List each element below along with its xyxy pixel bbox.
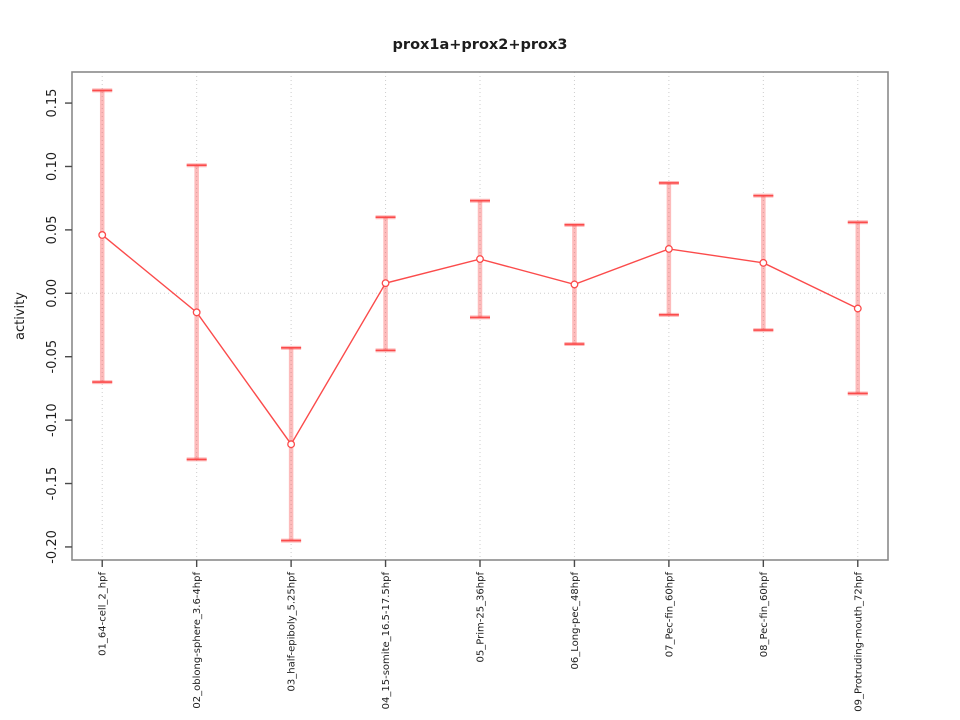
x-tick-label: 07_Pec-fin_60hpf bbox=[664, 572, 675, 658]
x-tick-label: 02_oblong-sphere_3.6-4hpf bbox=[192, 572, 203, 709]
data-point-marker bbox=[192, 308, 201, 317]
y-tick-label: -0.10 bbox=[45, 403, 60, 437]
data-point-marker bbox=[98, 231, 107, 239]
data-point-marker bbox=[570, 280, 579, 289]
x-tick-label: 05_Prim-25_36hpf bbox=[476, 572, 487, 663]
y-tick-label: 0.05 bbox=[45, 215, 60, 244]
y-tick-label: 0.00 bbox=[45, 279, 60, 308]
data-point-marker bbox=[381, 279, 390, 288]
data-point-marker bbox=[664, 244, 673, 253]
x-tick-label: 08_Pec-fin_60hpf bbox=[759, 572, 770, 658]
x-tick-label: 04_15-somite_16.5-17.5hpf bbox=[381, 572, 392, 710]
x-tick-label: 09_Protruding-mouth_72hpf bbox=[853, 572, 864, 712]
chart-title: prox1a+prox2+prox3 bbox=[393, 37, 568, 53]
y-tick-label: -0.20 bbox=[45, 530, 60, 564]
data-point-marker bbox=[476, 255, 484, 264]
y-tick-label: 0.10 bbox=[45, 152, 60, 181]
data-point-marker bbox=[853, 304, 862, 313]
y-tick-label: 0.15 bbox=[45, 89, 60, 118]
x-tick-label: 01_64-cell_2_hpf bbox=[98, 572, 109, 656]
y-tick-label: -0.15 bbox=[45, 467, 60, 501]
x-tick-label: 03_half-epiboly_5.25hpf bbox=[287, 572, 298, 692]
data-point-marker bbox=[287, 440, 296, 449]
x-tick-label: 06_Long-pec_48hpf bbox=[570, 572, 581, 670]
y-tick-label: -0.05 bbox=[45, 340, 60, 374]
y-axis-label: activity bbox=[13, 292, 28, 340]
data-point-marker bbox=[759, 258, 768, 267]
